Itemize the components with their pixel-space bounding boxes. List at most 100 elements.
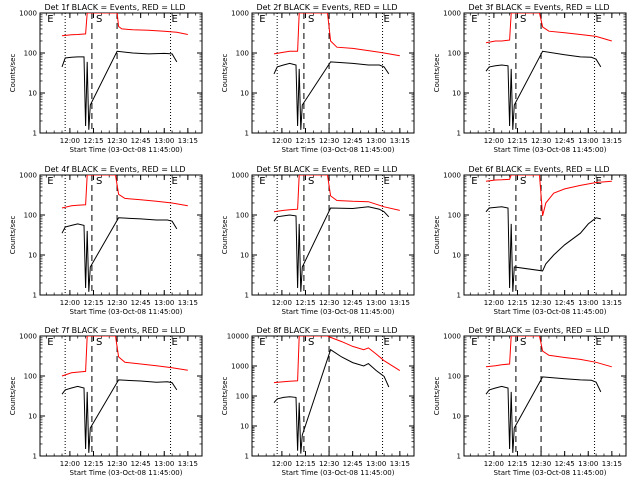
events-series-line — [273, 348, 390, 454]
lld-series-line — [485, 13, 612, 44]
events-series-line — [273, 61, 390, 130]
plot-frame — [251, 174, 415, 296]
x-tick-label: 12:45 — [131, 299, 151, 307]
event-marker-s: S — [96, 176, 102, 187]
x-tick-label: 13:00 — [578, 137, 598, 145]
x-tick-label: 12:45 — [343, 299, 363, 307]
y-tick-label: 10 — [28, 413, 37, 421]
y-tick-label: 1 — [33, 130, 37, 138]
plot-frame — [39, 12, 203, 134]
event-marker-e: E — [47, 176, 53, 187]
y-tick-label: 1000 — [19, 10, 37, 18]
panel-det-5: Det 5f BLACK = Events, RED = LLD Counts/s… — [221, 165, 415, 316]
y-tick-label: 10 — [452, 90, 461, 98]
x-tick-label: 12:30 — [319, 137, 339, 145]
y-tick-label: 1000 — [19, 172, 37, 180]
reference-lines — [276, 175, 384, 295]
event-marker-e: E — [384, 176, 390, 187]
series-group — [61, 175, 188, 292]
y-tick-label: 1000 — [19, 333, 37, 341]
event-marker-e: E — [172, 176, 178, 187]
x-tick-label: 12:00 — [484, 137, 504, 145]
x-axis-label: Start Time (03-Oct-08 11:45:00) — [70, 146, 183, 154]
y-tick-label: 100 — [236, 50, 249, 58]
y-tick-label: 1 — [457, 292, 461, 300]
x-tick-label: 12:15 — [295, 299, 315, 307]
x-tick-label: 12:15 — [295, 460, 315, 468]
series-group — [273, 13, 400, 130]
x-tick-label: 12:15 — [507, 299, 527, 307]
panel-det-2: Det 2f BLACK = Events, RED = LLD Counts/s… — [221, 3, 415, 154]
y-tick-label: 1000 — [231, 10, 249, 18]
events-series-line — [273, 206, 390, 292]
x-tick-label: 12:00 — [484, 460, 504, 468]
reference-lines — [64, 175, 172, 295]
x-tick-label: 12:45 — [343, 137, 363, 145]
x-tick-label: 12:00 — [60, 460, 80, 468]
x-tick-label: 12:30 — [107, 460, 127, 468]
y-tick-label: 1 — [457, 453, 461, 461]
x-tick-label: 13:00 — [366, 137, 386, 145]
x-tick-label: 12:15 — [83, 137, 103, 145]
series-group — [273, 175, 400, 292]
event-marker-e: E — [471, 176, 477, 187]
y-tick-label: 1 — [245, 130, 249, 138]
x-tick-label: 13:15 — [390, 299, 410, 307]
x-tick-label: 12:45 — [555, 137, 575, 145]
panel-det-8: Det 8f BLACK = Events, RED = LLD Counts/s… — [221, 326, 415, 477]
event-marker-s: S — [520, 14, 526, 25]
event-marker-e: E — [259, 14, 265, 25]
y-axis-label: Counts/sec — [9, 54, 17, 93]
x-tick-label: 12:45 — [343, 460, 363, 468]
series-group — [273, 336, 401, 454]
x-tick-label: 12:30 — [531, 299, 551, 307]
event-marker-e: E — [596, 14, 602, 25]
reference-lines — [64, 13, 172, 133]
lld-series-line — [61, 175, 188, 209]
panel-title: Det 5f BLACK = Events, RED = LLD — [256, 165, 397, 174]
y-tick-label: 10 — [28, 90, 37, 98]
reference-lines — [488, 13, 596, 133]
x-tick-label: 13:15 — [602, 460, 622, 468]
event-marker-e: E — [471, 14, 477, 25]
x-tick-label: 13:00 — [154, 460, 174, 468]
lld-series-line — [61, 13, 188, 37]
x-tick-label: 12:30 — [107, 299, 127, 307]
event-marker-e: E — [47, 14, 53, 25]
x-tick-label: 13:00 — [578, 299, 598, 307]
x-tick-label: 12:00 — [272, 137, 292, 145]
x-axis-label: Start Time (03-Oct-08 11:45:00) — [70, 308, 183, 316]
event-marker-s: S — [96, 337, 102, 348]
event-marker-s: S — [308, 14, 314, 25]
y-axis-label: Counts/sec — [221, 216, 229, 255]
x-tick-label: 13:15 — [390, 460, 410, 468]
x-tick-label: 12:45 — [131, 137, 151, 145]
x-axis-label: Start Time (03-Oct-08 11:45:00) — [494, 146, 607, 154]
y-tick-label: 10 — [240, 252, 249, 260]
panel-det-7: Det 7f BLACK = Events, RED = LLD Counts/s… — [9, 326, 203, 477]
y-tick-label: 100 — [24, 50, 37, 58]
y-tick-label: 10 — [452, 252, 461, 260]
y-axis-label: Counts/sec — [9, 377, 17, 416]
x-tick-label: 13:00 — [366, 460, 386, 468]
y-tick-label: 1 — [245, 453, 249, 461]
lld-series-line — [273, 13, 400, 57]
events-series-line — [485, 206, 601, 292]
panel-title: Det 7f BLACK = Events, RED = LLD — [44, 326, 185, 335]
series-group — [485, 175, 612, 292]
reference-lines — [276, 13, 384, 133]
y-tick-label: 100 — [448, 373, 461, 381]
x-tick-label: 13:00 — [366, 299, 386, 307]
plot-frame — [251, 335, 415, 457]
series-group — [485, 336, 612, 453]
event-marker-e: E — [259, 176, 265, 187]
x-tick-label: 12:00 — [60, 299, 80, 307]
y-tick-label: 1000 — [443, 333, 461, 341]
series-group — [61, 13, 188, 130]
event-marker-s: S — [96, 14, 102, 25]
event-marker-e: E — [596, 337, 602, 348]
x-tick-label: 12:45 — [555, 299, 575, 307]
x-tick-label: 12:30 — [107, 137, 127, 145]
panel-det-1: Det 1f BLACK = Events, RED = LLD Counts/s… — [9, 3, 203, 154]
